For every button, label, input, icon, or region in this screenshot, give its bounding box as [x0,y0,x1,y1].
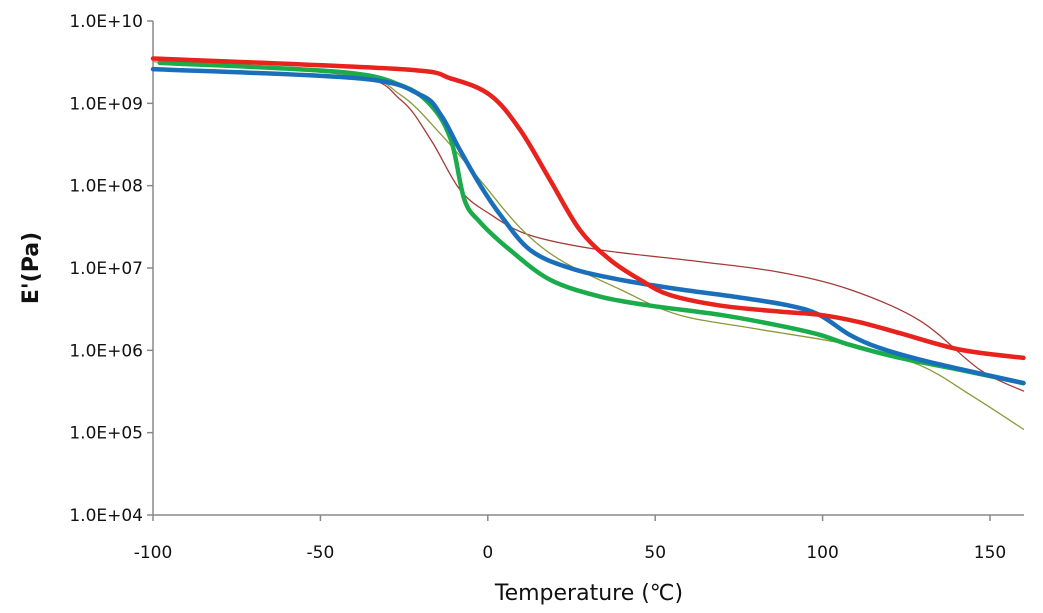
y-tick-label: 1.0E+04 [69,506,143,526]
axes [152,21,1024,516]
x-tick-label: 100 [806,543,838,563]
series-line-5 [150,56,1026,361]
series-line-4 [150,66,1026,386]
y-tick-label: 1.0E+06 [69,341,143,361]
series-line-1 [152,58,1025,392]
x-tick-label: 0 [482,543,493,563]
x-tick-label: -100 [134,543,173,563]
x-tick-label: -50 [307,543,335,563]
x-tick-label: 150 [974,543,1006,563]
y-tick-label: 1.0E+07 [69,259,143,279]
x-axis-label: Temperature (℃) [494,581,683,606]
y-tick-label: 1.0E+08 [69,177,143,197]
y-tick-label: 1.0E+09 [69,94,143,114]
series-group [150,56,1026,430]
series-line-2 [152,61,1025,430]
y-tick-label: 1.0E+10 [69,12,143,32]
series-line-3 [157,60,1026,386]
y-tick-label: 1.0E+05 [69,424,143,444]
x-ticks: -100 -50 0 50 100 150 [134,515,1006,563]
y-axis-label: E'(Pa) [19,232,44,304]
x-tick-label: 50 [644,543,666,563]
y-ticks: 1.0E+10 1.0E+09 1.0E+08 1.0E+07 1.0E+06 1.0E+… [69,12,153,526]
